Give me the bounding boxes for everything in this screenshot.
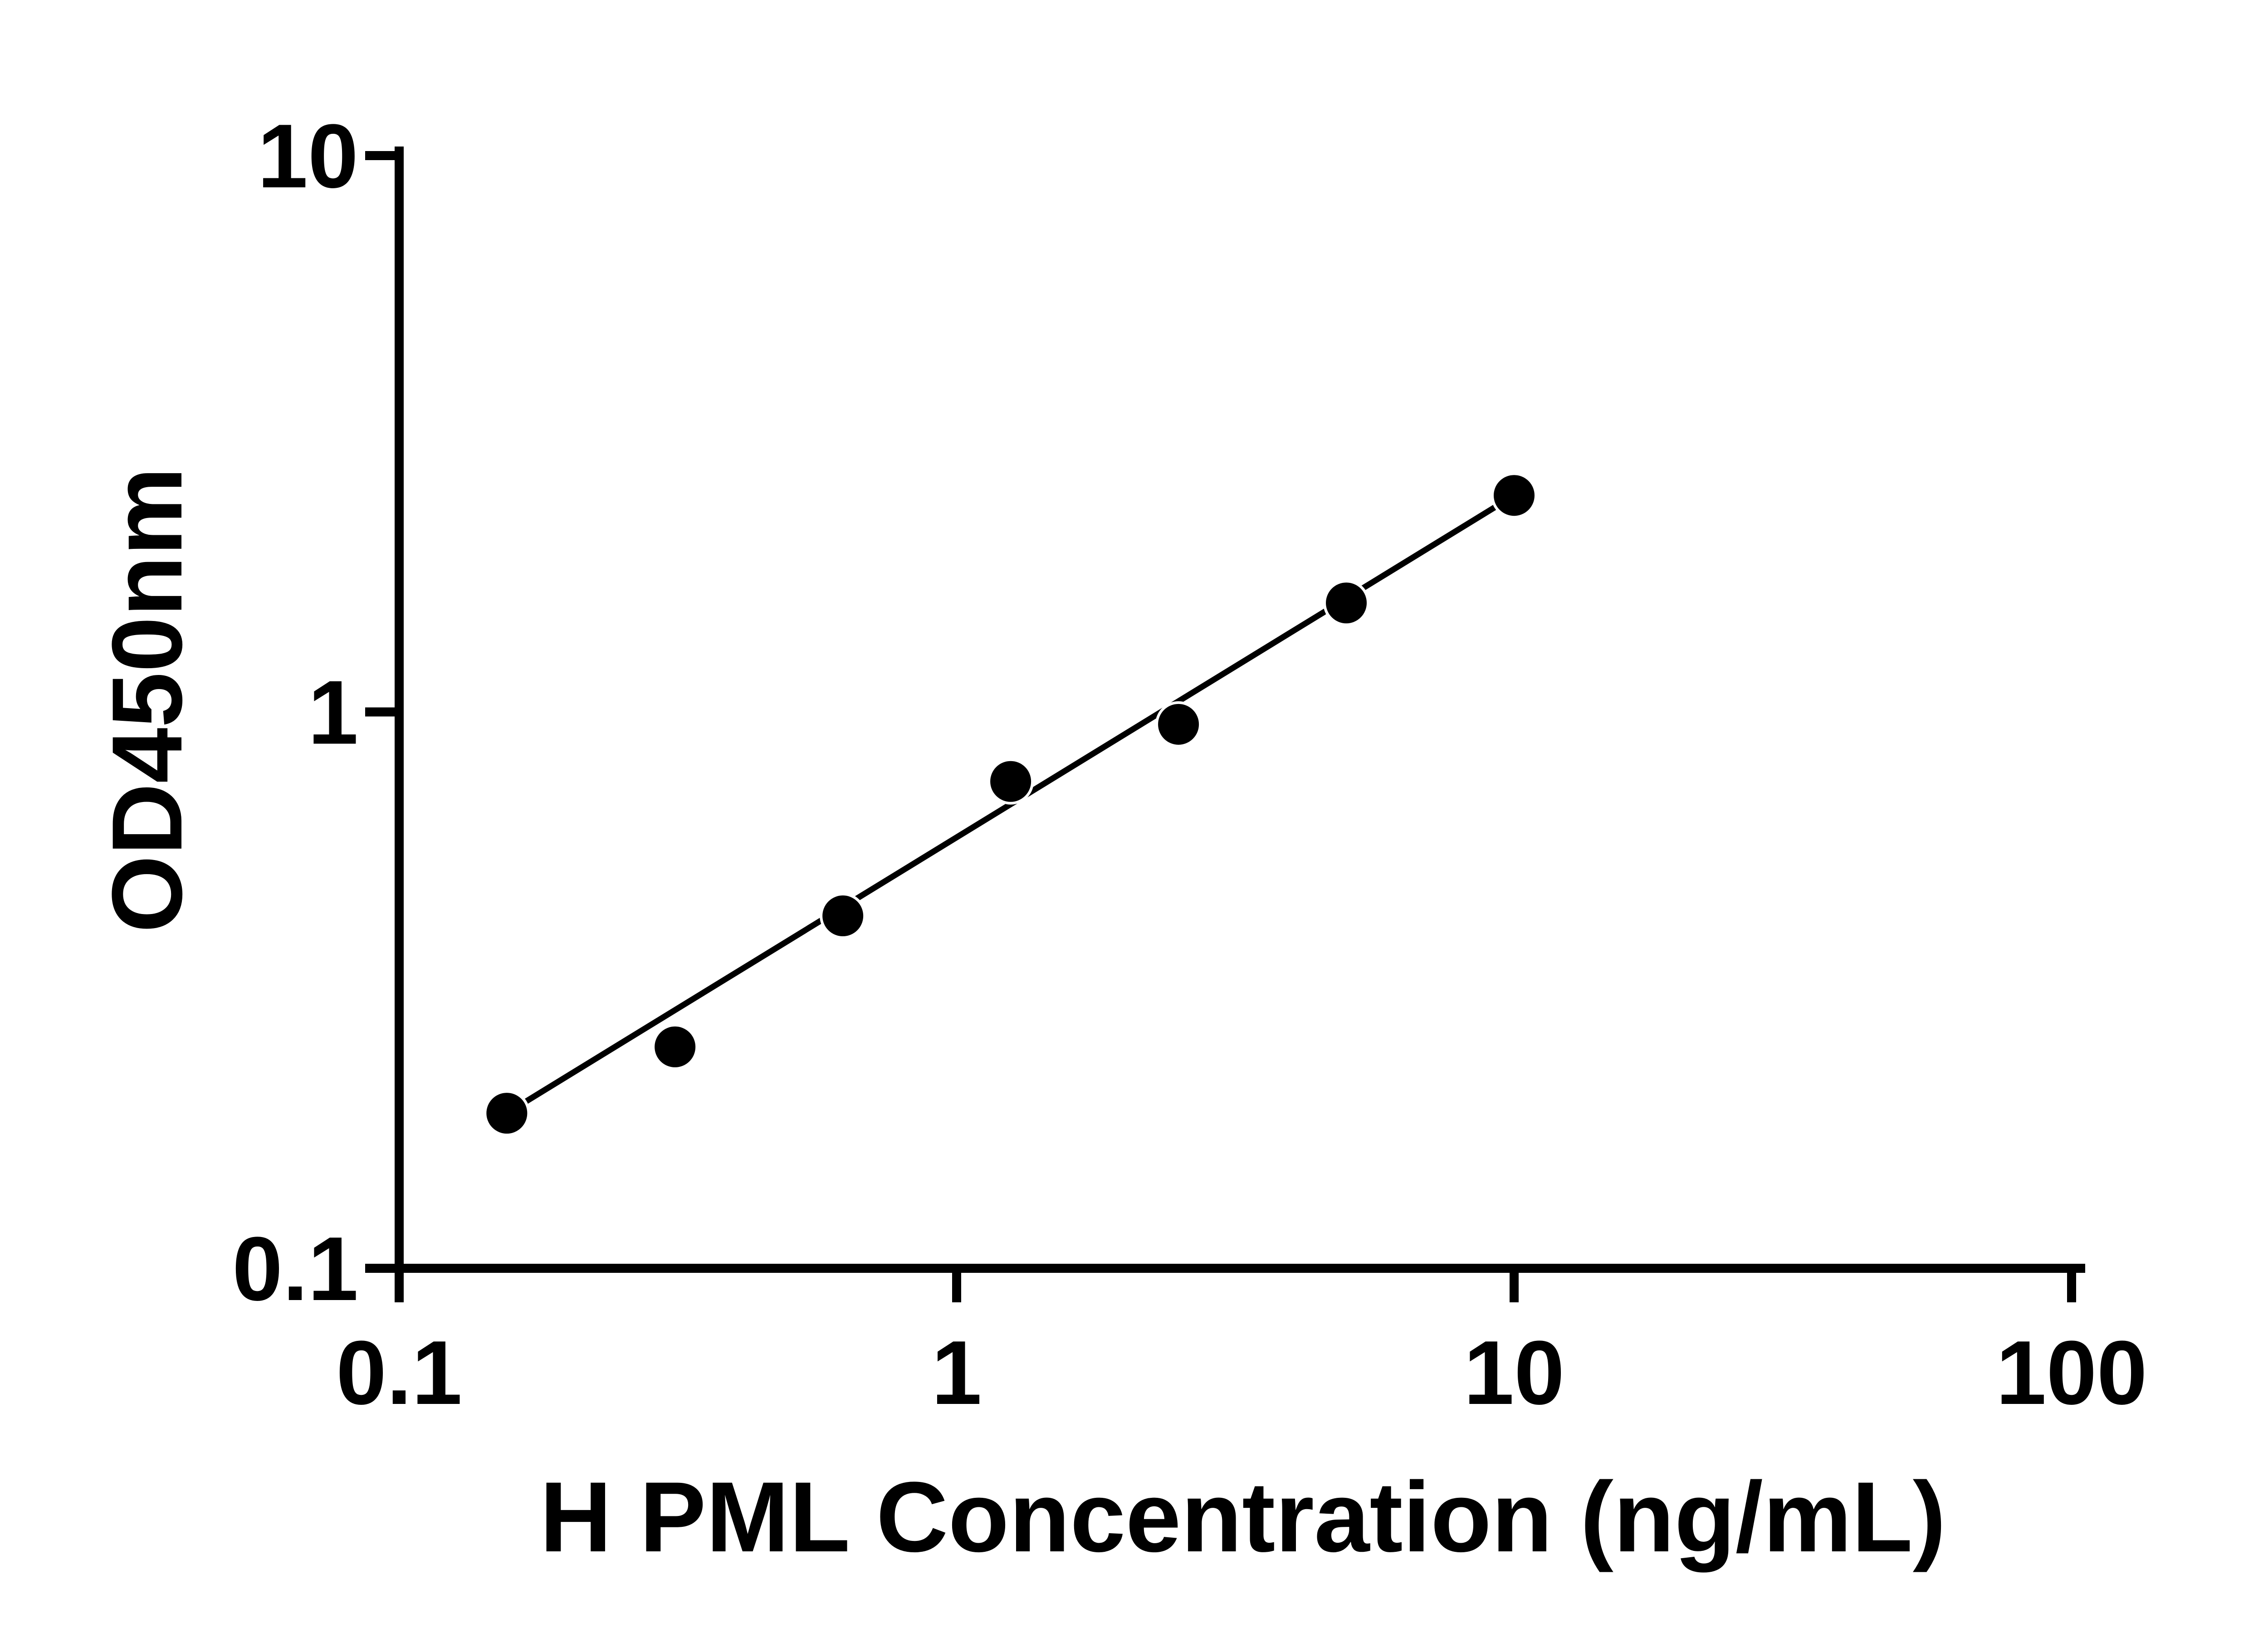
x-tick-label: 100: [1996, 1322, 2147, 1423]
plot-area: 0.1 1 10 100 0.1 1 10: [232, 106, 2147, 1423]
y-tick-label: 10: [258, 106, 358, 207]
x-axis-title: H PML Concentration (ng/mL): [540, 1461, 1946, 1573]
data-point: [1491, 472, 1537, 519]
data-point: [652, 1023, 699, 1070]
data-point: [820, 893, 866, 939]
x-tick-label: 0.1: [336, 1322, 462, 1423]
data-point: [1155, 701, 1202, 748]
y-tick-label: 1: [308, 662, 358, 763]
data-point: [484, 1090, 530, 1137]
data-point: [1323, 580, 1370, 626]
data-point: [987, 758, 1034, 805]
y-axis-title: OD450nm: [91, 467, 203, 933]
x-tick-label: 1: [931, 1322, 982, 1423]
x-tick-label: 10: [1464, 1322, 1564, 1423]
y-tick-label: 0.1: [232, 1218, 358, 1320]
